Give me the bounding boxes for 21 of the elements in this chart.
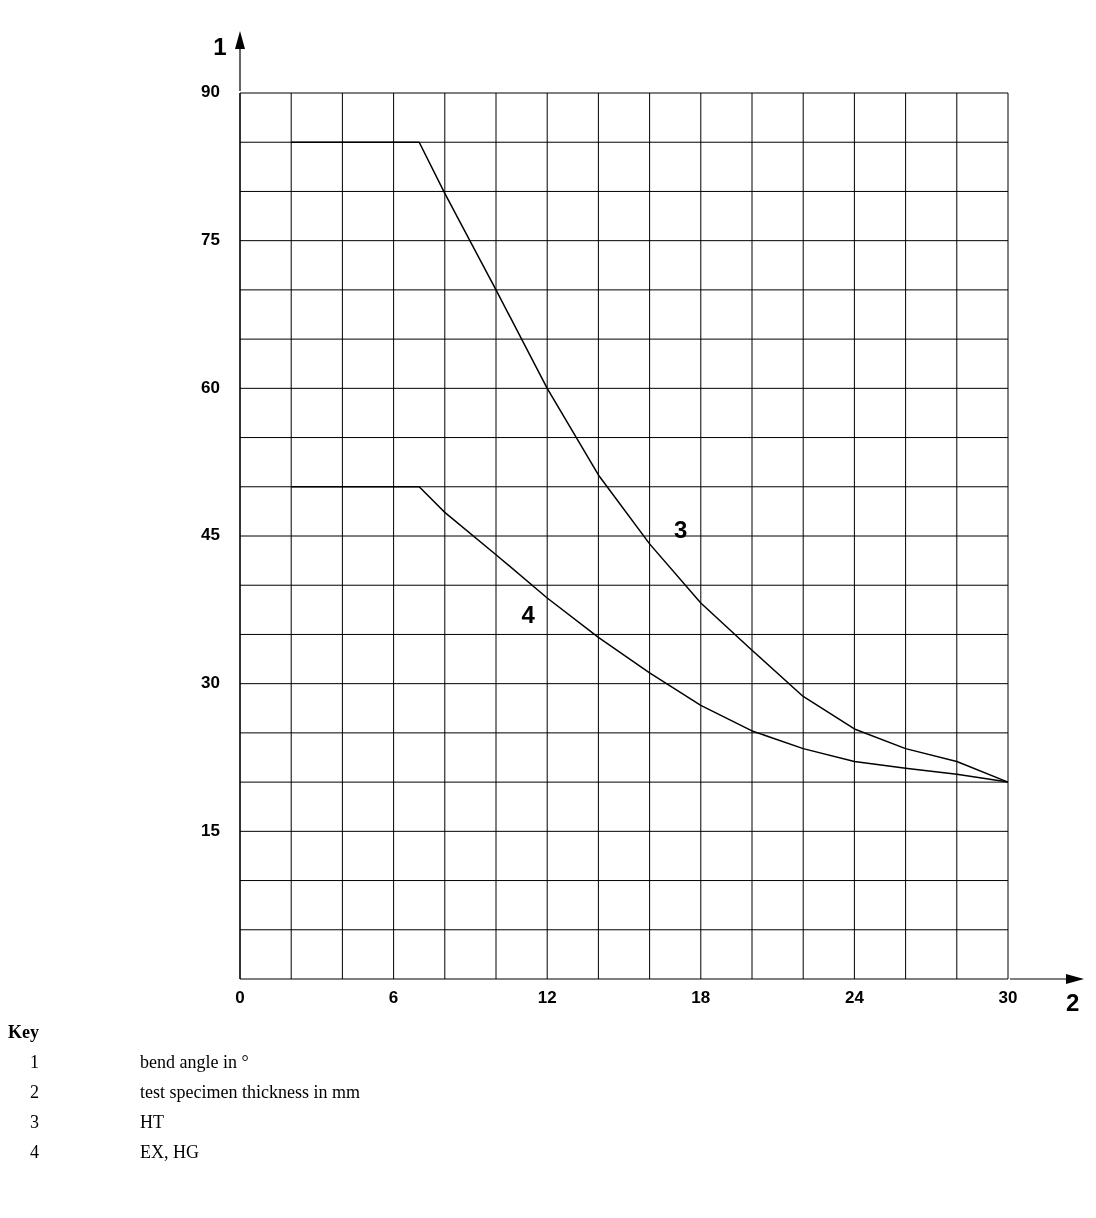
x-tick-label: 30	[998, 988, 1018, 1007]
y-tick-label: 75	[201, 230, 220, 250]
x-tick-label: 6	[388, 988, 399, 1007]
y-tick-label: 15	[201, 820, 220, 840]
x-tick-label: 0	[235, 988, 245, 1007]
text: 2 test specimen thickness in mm	[30, 1082, 360, 1102]
text: 3 HT	[30, 1112, 164, 1132]
y-tick-label: 30	[201, 673, 220, 693]
y-tick-label: 90	[201, 82, 220, 102]
text: Key	[8, 1022, 39, 1042]
x-axis-title: 2	[1066, 989, 1080, 1016]
x-tick-label: 24	[844, 988, 865, 1007]
series-label: 3	[673, 516, 688, 544]
x-tick-label: 12	[537, 988, 557, 1007]
y-axis-title: 1	[213, 33, 227, 60]
y-tick-label: 60	[201, 377, 220, 397]
text: 4 EX, HG	[30, 1142, 199, 1162]
x-tick-label: 18	[691, 988, 711, 1007]
series-label: 4	[521, 601, 536, 629]
text: 1 bend angle in °	[30, 1052, 249, 1072]
y-tick-label: 45	[201, 525, 220, 545]
